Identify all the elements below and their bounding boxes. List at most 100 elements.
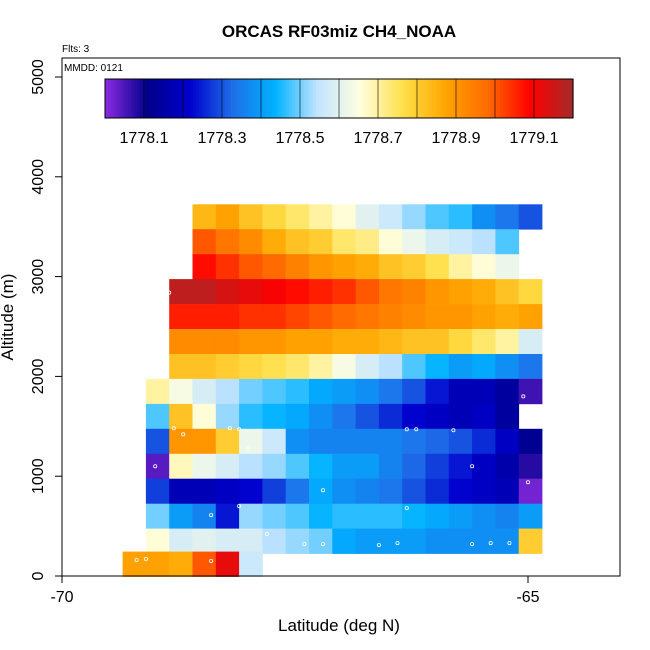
chart-title: ORCAS RF03miz CH4_NOAA xyxy=(222,22,456,41)
heatmap-cell xyxy=(192,229,217,255)
heatmap-cell xyxy=(378,503,403,529)
colorbar-segment xyxy=(330,79,334,118)
heatmap-cell xyxy=(169,304,193,330)
y-axis-tick-label: 1000 xyxy=(30,458,47,494)
colorbar-segment xyxy=(450,79,454,118)
heatmap-cell xyxy=(472,279,496,305)
flight-point xyxy=(190,200,195,205)
colorbar-segment xyxy=(166,79,170,118)
heatmap-cell xyxy=(448,204,473,230)
heatmap-cell xyxy=(495,279,520,305)
y-axis-tick-label: 4000 xyxy=(30,159,47,195)
heatmap-cell xyxy=(402,378,426,405)
colorbar-segment xyxy=(435,79,440,118)
heatmap-cell xyxy=(518,378,543,405)
flight-point xyxy=(404,427,409,432)
heatmap-cell xyxy=(215,329,240,355)
colorbar-segment xyxy=(227,79,232,118)
colorbar-segment xyxy=(494,79,498,118)
heatmap-cell xyxy=(169,551,193,577)
heatmap-cell xyxy=(518,528,543,554)
heatmap-cell xyxy=(402,204,426,230)
colorbar-segment xyxy=(336,79,340,118)
heatmap-cell xyxy=(239,329,263,355)
heatmap-cell xyxy=(355,329,380,355)
heatmap-cell xyxy=(239,354,263,380)
colorbar-segment xyxy=(470,79,475,118)
heatmap-cell xyxy=(472,229,496,255)
colorbar-segment xyxy=(537,79,542,118)
colorbar-segment xyxy=(555,79,559,118)
heatmap-cell xyxy=(378,204,403,230)
heatmap-cell xyxy=(285,528,310,554)
colorbar-segment xyxy=(438,79,442,118)
heatmap-cell xyxy=(192,503,217,529)
heatmap-cell xyxy=(285,503,310,529)
heatmap-cell xyxy=(332,453,356,480)
heatmap-cell xyxy=(425,204,450,230)
heatmap-cell xyxy=(332,204,356,230)
heatmap-cell xyxy=(169,403,193,430)
heatmap-cell xyxy=(402,254,426,280)
colorbar-segment xyxy=(496,79,501,118)
colorbar-segment xyxy=(464,79,469,118)
colorbar-segment xyxy=(403,79,407,118)
colorbar-segment xyxy=(169,79,173,118)
colorbar-segment xyxy=(260,79,264,118)
colorbar-segment xyxy=(107,79,112,118)
heatmap-cell xyxy=(495,503,520,529)
heatmap-cell xyxy=(425,254,450,280)
heatmap-cell xyxy=(518,329,543,355)
heatmap-cell xyxy=(215,304,240,330)
colorbar-segment xyxy=(277,79,282,118)
colorbar-segment xyxy=(379,79,384,118)
colorbar-segment xyxy=(388,79,393,118)
flight-point xyxy=(488,541,493,546)
colorbar-segment xyxy=(441,79,445,118)
heatmap-cell xyxy=(262,304,287,330)
heatmap-cell xyxy=(309,403,333,430)
heatmap-cell xyxy=(472,528,496,554)
colorbar-segment xyxy=(344,79,349,118)
colorbar-segment xyxy=(561,79,565,118)
heatmap-cell xyxy=(309,304,333,330)
heatmap-cell xyxy=(402,279,426,305)
colorbar-segment xyxy=(271,79,276,118)
flight-point xyxy=(227,426,232,431)
colorbar-segment xyxy=(432,79,437,118)
colorbar-segment xyxy=(476,79,480,118)
colorbar-segment xyxy=(242,79,246,118)
x-axis-tick-label: -65 xyxy=(516,589,539,606)
flight-point xyxy=(451,428,456,433)
heatmap-cell xyxy=(448,478,473,504)
colorbar-segment xyxy=(473,79,478,118)
colorbar-segment xyxy=(341,79,346,118)
flight-point xyxy=(237,504,242,509)
y-axis-label: Altitude (m) xyxy=(0,274,17,361)
colorbar-segment xyxy=(458,79,463,118)
colorbar-tick-label: 1778.3 xyxy=(198,130,247,147)
flts-label: Flts: 3 xyxy=(62,44,90,55)
heatmap-cell xyxy=(332,304,356,330)
heatmap-cell xyxy=(332,329,356,355)
heatmap-cell xyxy=(332,478,356,504)
heatmap-cell xyxy=(448,403,473,430)
heatmap-cell xyxy=(215,378,240,405)
heatmap-cell xyxy=(332,229,356,255)
colorbar-segment xyxy=(453,79,457,118)
heatmap-cell xyxy=(145,378,170,405)
colorbar-segment xyxy=(499,79,504,118)
colorbar-segment xyxy=(377,79,381,118)
heatmap-cell xyxy=(355,403,380,430)
colorbar-segment xyxy=(353,79,358,118)
colorbar-segment xyxy=(312,79,317,118)
colorbar-segment xyxy=(505,79,510,118)
colorbar-segment xyxy=(508,79,513,118)
colorbar-segment xyxy=(324,79,328,118)
heatmap-cell xyxy=(285,204,310,230)
heatmap-cell xyxy=(355,229,380,255)
heatmap-cell xyxy=(355,478,380,504)
flight-point xyxy=(134,558,139,563)
heatmap-cell xyxy=(262,453,287,480)
colorbar-segment xyxy=(265,79,270,118)
